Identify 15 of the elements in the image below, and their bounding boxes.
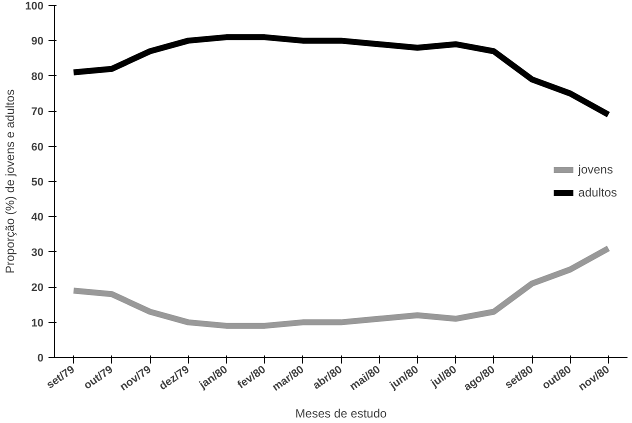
y-tick-label: 90 — [31, 36, 44, 48]
y-tick-label: 100 — [25, 0, 44, 12]
y-tick-label: 20 — [31, 282, 44, 294]
y-tick-label: 60 — [31, 141, 44, 154]
y-tick-label: 50 — [31, 176, 44, 188]
x-axis-title: Meses de estudo — [295, 406, 388, 421]
legend-label: jovens — [578, 162, 613, 176]
y-tick-label: 70 — [31, 106, 44, 118]
y-axis-title: Proporção (%) de jovens e adultos — [3, 89, 18, 274]
y-tick-label: 30 — [31, 246, 44, 259]
legend-label: adultos — [578, 186, 617, 200]
y-tick-label: 80 — [31, 70, 44, 83]
y-tick-label: 40 — [31, 212, 44, 224]
y-tick-label: 0 — [37, 352, 44, 364]
y-tick-label: 10 — [31, 317, 44, 330]
